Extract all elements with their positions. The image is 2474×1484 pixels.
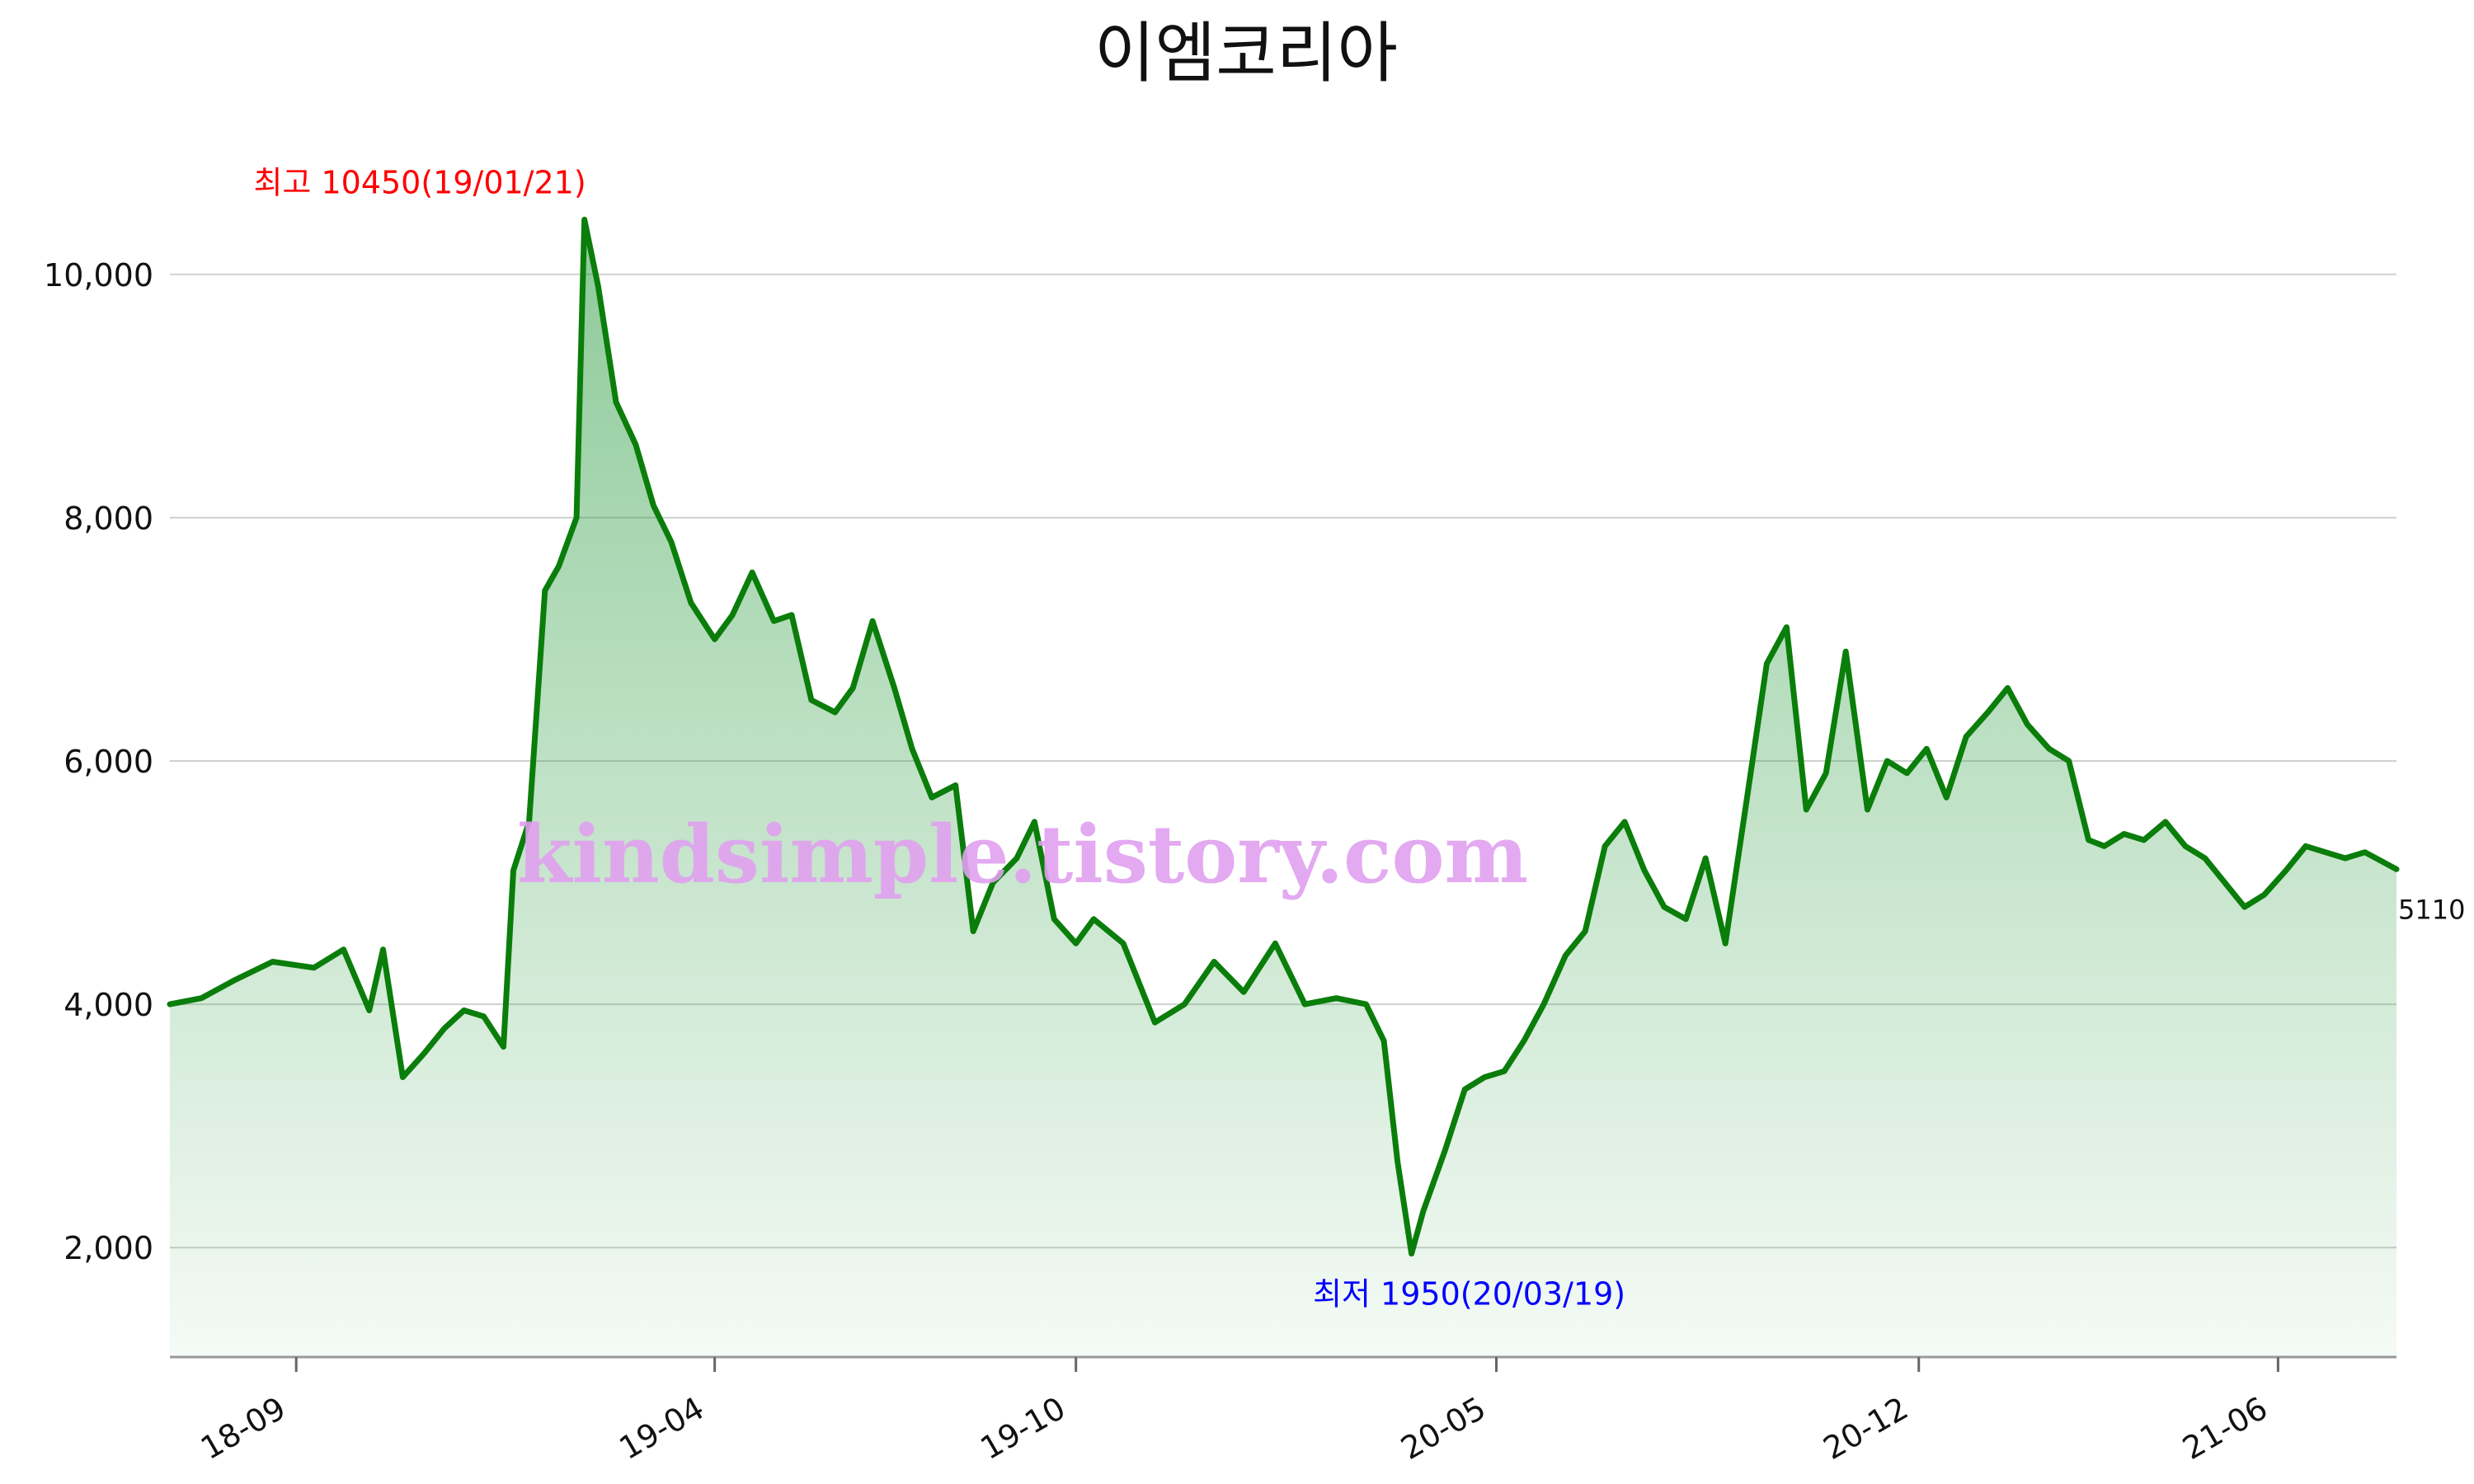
x-tick-label: 19-10	[975, 1390, 1072, 1467]
area-layer	[167, 216, 2400, 1357]
y-tick-label: 8,000	[63, 500, 153, 537]
x-tick-label: 19-04	[614, 1390, 711, 1467]
series-line	[167, 216, 2400, 1257]
x-tick-label: 20-12	[1818, 1390, 1915, 1467]
x-tick-label: 20-05	[1395, 1390, 1492, 1467]
max-label: 최고 10450(19/01/21)	[253, 164, 586, 200]
y-tick-label: 4,000	[63, 987, 153, 1023]
min-label: 최저 1950(20/03/19)	[1313, 1276, 1625, 1313]
series-area	[170, 219, 2396, 1357]
y-tick-label: 2,000	[63, 1230, 153, 1266]
last-value-label: 5110	[2398, 894, 2465, 925]
x-tick-label: 21-06	[2176, 1390, 2274, 1467]
y-tick-label: 6,000	[63, 744, 153, 780]
watermark: kindsimple.tistory.com	[517, 808, 1528, 901]
chart-title: 이엠코리아	[1094, 15, 1398, 92]
y-tick-label: 10,000	[44, 257, 153, 294]
x-tick-label: 18-09	[195, 1390, 292, 1467]
label-layer: 최고 10450(19/01/21) 최저 1950(20/03/19) 5110	[253, 164, 2465, 1312]
